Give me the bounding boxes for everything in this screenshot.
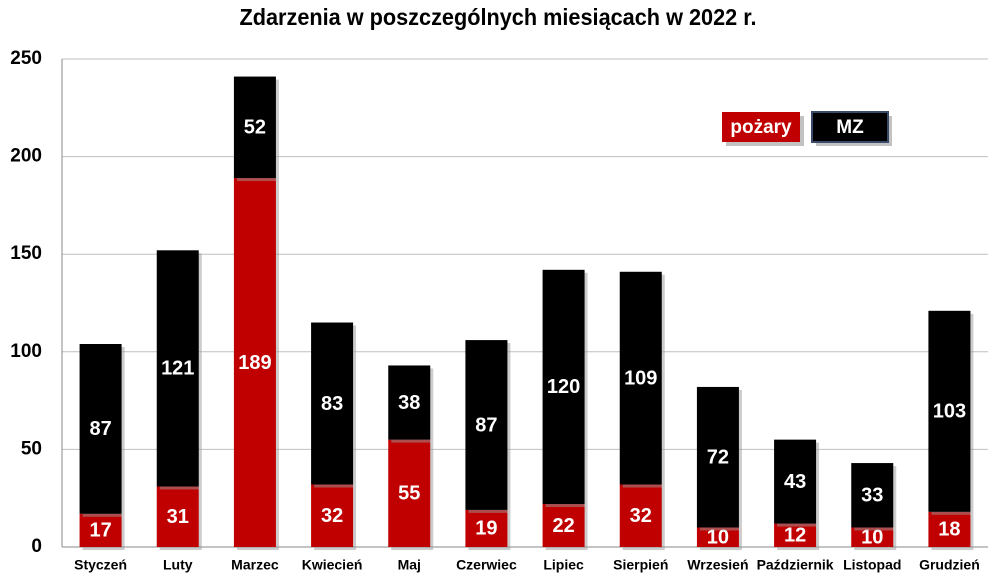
bar-segment — [928, 511, 971, 547]
y-tick-label: 250 — [10, 48, 42, 69]
bar-segment — [696, 386, 739, 528]
bar-segment — [79, 343, 122, 514]
data-label: 10 — [707, 527, 729, 549]
bar-segment — [233, 76, 276, 179]
bar-segment — [542, 269, 585, 505]
data-label: 38 — [398, 392, 420, 414]
x-tick-label: Luty — [163, 557, 193, 573]
bar-segment — [388, 439, 431, 547]
data-label: 22 — [552, 515, 574, 537]
bar-segment — [619, 271, 662, 485]
x-tick-label: Sierpień — [613, 557, 668, 573]
bar-segment — [542, 504, 585, 547]
data-label: 52 — [244, 117, 266, 139]
x-tick-label: Październik — [757, 557, 834, 573]
x-tick-label: Listopad — [843, 557, 901, 573]
bar-segment — [311, 322, 354, 485]
bar-segment — [851, 463, 894, 528]
legend-label: pożary — [730, 117, 792, 138]
y-tick-label: 200 — [10, 146, 42, 167]
data-label: 87 — [89, 418, 111, 440]
x-tick-label: Styczeń — [74, 557, 127, 573]
data-label: 189 — [238, 352, 271, 374]
bar-segment — [928, 310, 971, 512]
data-label: 87 — [475, 414, 497, 436]
bar-segment — [696, 527, 739, 547]
bar-segment — [465, 509, 508, 547]
legend-label: MZ — [836, 117, 864, 138]
data-label: 120 — [547, 376, 580, 398]
data-label: 10 — [861, 527, 883, 549]
x-tick-label: Czerwiec — [456, 557, 517, 573]
bar-segment — [156, 250, 199, 487]
bar-segment — [233, 178, 276, 547]
data-label: 55 — [398, 483, 420, 505]
data-label: 121 — [161, 358, 194, 380]
legend-box — [722, 112, 800, 142]
bar-segment — [619, 484, 662, 547]
data-label: 33 — [861, 485, 883, 507]
y-tick-label: 150 — [10, 243, 42, 264]
y-tick-label: 50 — [21, 438, 42, 459]
bar-segment — [156, 486, 199, 547]
x-tick-label: Grudzień — [919, 557, 980, 573]
data-label: 19 — [475, 518, 497, 540]
legend-box — [811, 111, 889, 143]
bar-segment — [388, 365, 431, 440]
data-label: 32 — [630, 505, 652, 527]
x-tick-label: Maj — [398, 557, 421, 573]
bar-segment — [851, 527, 894, 547]
data-label: 109 — [624, 367, 657, 389]
x-tick-label: Wrzesień — [687, 557, 748, 573]
y-tick-label: 0 — [31, 536, 42, 557]
x-tick-label: Marzec — [231, 557, 279, 573]
data-label: 72 — [707, 446, 729, 468]
bar-segment — [774, 439, 817, 524]
data-label: 103 — [933, 401, 966, 423]
bar-segment — [311, 484, 354, 547]
y-tick-label: 100 — [10, 341, 42, 362]
bar-segment — [774, 523, 817, 547]
data-label: 83 — [321, 393, 343, 415]
data-label: 32 — [321, 505, 343, 527]
data-label: 18 — [938, 519, 960, 541]
chart-title: Zdarzenia w poszczególnych miesiącach w … — [240, 4, 757, 30]
data-label: 43 — [784, 471, 806, 493]
data-label: 17 — [89, 520, 111, 542]
x-tick-label: Kwiecień — [302, 557, 363, 573]
x-tick-label: Lipiec — [543, 557, 584, 573]
bar-segment — [79, 513, 122, 547]
data-label: 12 — [784, 525, 806, 547]
bar-segment — [465, 340, 508, 510]
data-label: 31 — [167, 506, 189, 528]
